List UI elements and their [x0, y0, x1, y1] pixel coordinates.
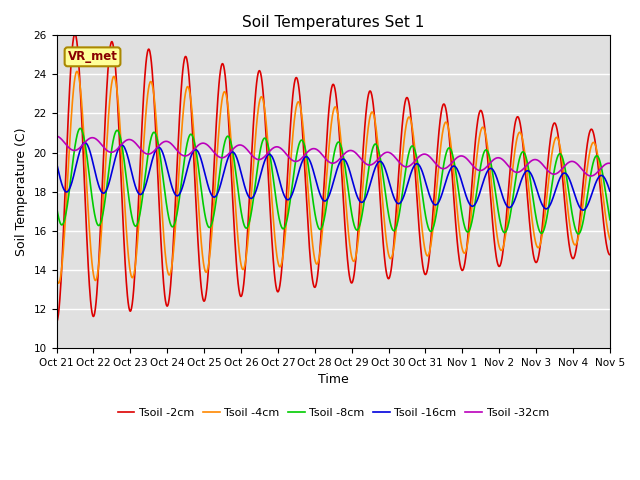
Legend: Tsoil -2cm, Tsoil -4cm, Tsoil -8cm, Tsoil -16cm, Tsoil -32cm: Tsoil -2cm, Tsoil -4cm, Tsoil -8cm, Tsoi… [113, 403, 554, 422]
Tsoil -8cm [368, 149, 376, 155]
Tsoil -4cm [606, 237, 614, 242]
Tsoil -16cm [579, 207, 587, 213]
Tsoil -4cm [55, 280, 63, 286]
Tsoil -2cm [309, 280, 317, 286]
Tsoil -4cm [300, 129, 307, 134]
Title: Soil Temperatures Set 1: Soil Temperatures Set 1 [242, 15, 424, 30]
Text: VR_met: VR_met [68, 50, 118, 63]
Tsoil -4cm [119, 166, 127, 172]
Tsoil -16cm [52, 160, 60, 166]
Tsoil -32cm [587, 173, 595, 179]
Tsoil -4cm [369, 109, 376, 115]
Tsoil -32cm [118, 141, 125, 147]
Tsoil -16cm [300, 156, 307, 162]
Tsoil -8cm [118, 144, 126, 150]
Tsoil -2cm [288, 106, 296, 111]
Tsoil -4cm [288, 142, 296, 147]
Tsoil -8cm [76, 125, 84, 131]
Tsoil -2cm [96, 240, 104, 246]
Tsoil -16cm [81, 140, 89, 145]
Tsoil -8cm [96, 222, 104, 228]
Tsoil -16cm [606, 188, 614, 194]
Tsoil -4cm [52, 274, 60, 280]
Line: Tsoil -8cm: Tsoil -8cm [56, 128, 610, 234]
Tsoil -8cm [606, 217, 614, 223]
Tsoil -8cm [52, 204, 60, 209]
Line: Tsoil -32cm: Tsoil -32cm [56, 136, 610, 176]
Tsoil -32cm [367, 162, 375, 168]
Tsoil -2cm [300, 139, 307, 144]
Tsoil -2cm [71, 31, 79, 37]
Line: Tsoil -4cm: Tsoil -4cm [56, 72, 610, 283]
Tsoil -16cm [288, 192, 296, 198]
Tsoil -8cm [288, 187, 296, 192]
Tsoil -16cm [118, 142, 126, 148]
Tsoil -16cm [368, 176, 376, 181]
Tsoil -16cm [309, 167, 317, 173]
Tsoil -4cm [310, 249, 317, 254]
Y-axis label: Soil Temperature (C): Soil Temperature (C) [15, 127, 28, 256]
Tsoil -2cm [368, 92, 376, 98]
Tsoil -32cm [95, 139, 103, 145]
X-axis label: Time: Time [318, 373, 349, 386]
Tsoil -2cm [118, 201, 126, 207]
Tsoil -2cm [52, 319, 60, 325]
Line: Tsoil -2cm: Tsoil -2cm [56, 34, 610, 322]
Tsoil -8cm [574, 231, 582, 237]
Tsoil -32cm [52, 133, 60, 139]
Tsoil -32cm [287, 156, 295, 162]
Tsoil -2cm [606, 252, 614, 258]
Tsoil -8cm [300, 139, 307, 144]
Tsoil -8cm [309, 199, 317, 204]
Tsoil -32cm [299, 154, 307, 160]
Line: Tsoil -16cm: Tsoil -16cm [56, 143, 610, 210]
Tsoil -16cm [96, 185, 104, 191]
Tsoil -32cm [606, 160, 614, 166]
Tsoil -4cm [73, 69, 81, 74]
Tsoil -4cm [96, 247, 104, 253]
Tsoil -32cm [309, 146, 317, 152]
